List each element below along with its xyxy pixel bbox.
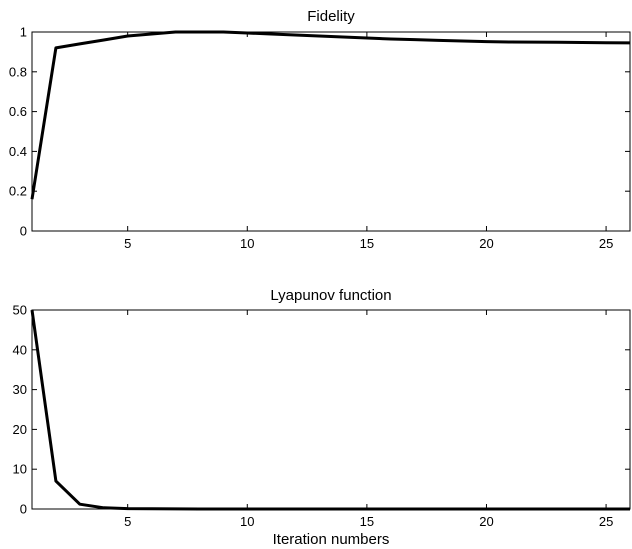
fidelity-y-tick-label: 0.6: [9, 104, 27, 119]
fidelity-x-tick-label: 25: [599, 236, 613, 251]
lyapunov-plot-area: [31, 309, 631, 510]
fidelity-chart: Fidelity 5 10 15 20 25 0 0.2 0.4 0.6 0.8 1: [9, 8, 631, 251]
lyapunov-y-tick-label: 10: [13, 462, 27, 477]
fidelity-chart-title: Fidelity: [307, 8, 355, 25]
lyapunov-series-line: [30, 309, 630, 511]
lyapunov-x-tick-label: 10: [240, 514, 254, 529]
fidelity-ticks: 5 10 15 20 25 0 0.2 0.4 0.6 0.8 1: [9, 25, 630, 251]
fidelity-x-tick-label: 20: [479, 236, 493, 251]
lyapunov-y-tick-label: 20: [13, 422, 27, 437]
lyapunov-y-tick-label: 40: [13, 342, 27, 357]
lyapunov-chart: Lyapunov function 5 10 15 20 25 0 10 20 30 40 50 I…: [13, 287, 631, 548]
x-axis-label: Iteration numbers: [273, 531, 390, 548]
fidelity-x-tick-label: 5: [124, 236, 131, 251]
lyapunov-chart-title: Lyapunov function: [270, 287, 391, 304]
fidelity-x-tick-label: 10: [240, 236, 254, 251]
lyapunov-ticks: 5 10 15 20 25 0 10 20 30 40 50: [13, 303, 630, 529]
lyapunov-x-tick-label: 15: [360, 514, 374, 529]
lyapunov-x-tick-label: 20: [479, 514, 493, 529]
lyapunov-y-tick-label: 30: [13, 382, 27, 397]
fidelity-y-tick-label: 1: [20, 25, 27, 40]
lyapunov-x-tick-label: 5: [124, 514, 131, 529]
fidelity-y-tick-label: 0: [20, 224, 27, 239]
fidelity-plot-area: [31, 31, 631, 232]
lyapunov-x-tick-label: 25: [599, 514, 613, 529]
fidelity-series-line: [30, 30, 631, 200]
lyapunov-y-tick-label: 50: [13, 303, 27, 318]
fidelity-y-tick-label: 0.4: [9, 144, 27, 159]
lyapunov-y-tick-label: 0: [20, 502, 27, 517]
fidelity-x-tick-label: 15: [360, 236, 374, 251]
fidelity-y-tick-label: 0.2: [9, 184, 27, 199]
fidelity-y-tick-label: 0.8: [9, 64, 27, 79]
